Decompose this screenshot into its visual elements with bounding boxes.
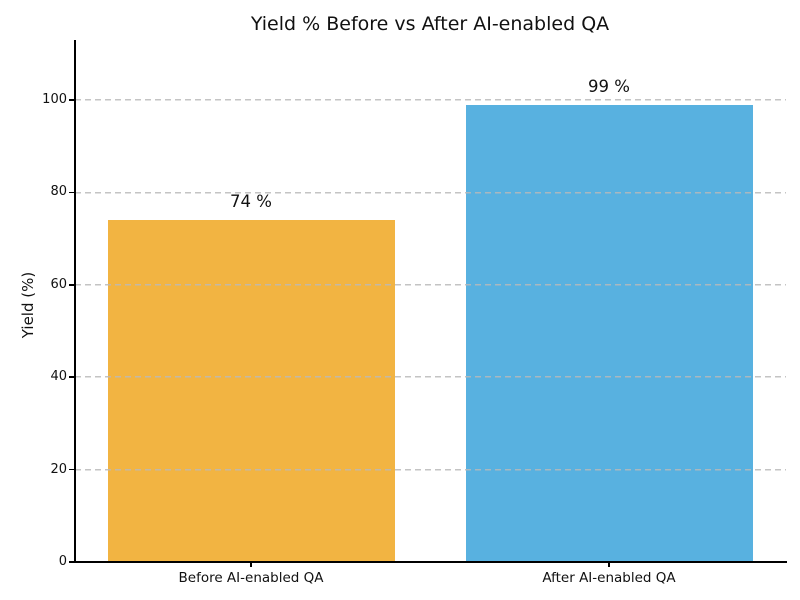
y-tick-label: 20 [50, 461, 67, 477]
chart-title: Yield % Before vs After AI-enabled QA [250, 13, 610, 35]
gridline [75, 99, 786, 102]
gridline [75, 191, 786, 194]
gridline [75, 376, 786, 379]
y-tick-mark [68, 561, 74, 563]
x-tick-mark [608, 562, 610, 567]
y-tick-label: 80 [50, 184, 67, 200]
y-tick-mark [68, 376, 74, 378]
y-tick-label: 100 [42, 92, 67, 108]
bar-after-ai-enabled-qa [465, 104, 753, 562]
x-tick-label-before-ai-enabled-qa: Before AI-enabled QA [178, 570, 324, 586]
plot-area: 74 % Before AI-enabled QA 99 % After AI-ena… [42, 40, 787, 586]
y-tick-mark [68, 99, 74, 101]
gridline [75, 284, 786, 287]
x-tick-mark [250, 562, 252, 567]
y-axis-spine [74, 40, 76, 563]
y-tick-mark [68, 284, 74, 286]
bar-before-ai-enabled-qa [107, 220, 395, 562]
y-tick-mark [68, 191, 74, 194]
y-tick-label: 40 [50, 369, 67, 385]
y-tick-label: 0 [58, 554, 67, 569]
bar-value-label: 74 % [230, 192, 272, 212]
y-tick-mark [68, 468, 74, 471]
x-tick-label-after-ai-enabled-qa: After AI-enabled QA [542, 570, 676, 586]
x-axis-spine [74, 561, 787, 563]
bar-value-label: 99 % [588, 76, 630, 96]
y-tick-label: 60 [50, 276, 67, 292]
gridline [75, 468, 786, 471]
